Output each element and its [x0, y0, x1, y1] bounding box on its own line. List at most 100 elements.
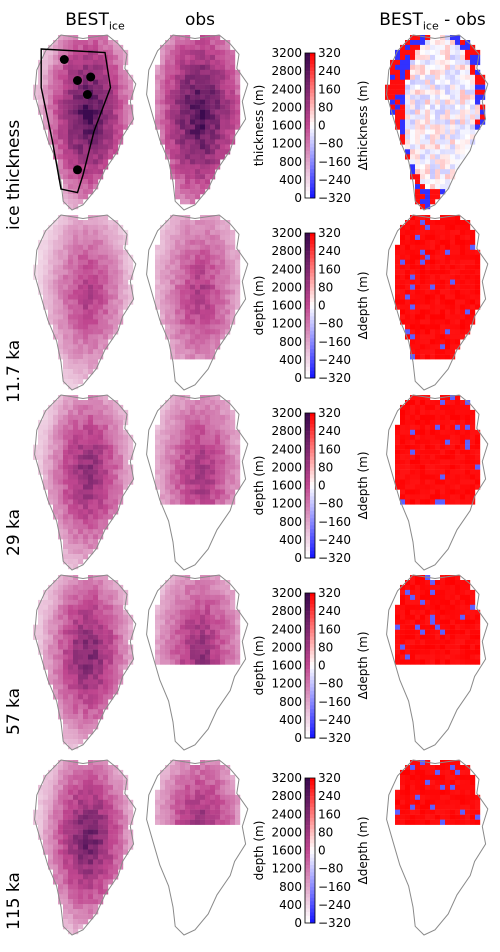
- map-cell: [68, 684, 74, 690]
- map-cell: [175, 119, 181, 125]
- map-cell: [200, 244, 206, 250]
- map-cell: [83, 554, 89, 560]
- map-cell: [425, 464, 431, 470]
- map-cell: [78, 719, 84, 725]
- map-cell: [190, 609, 196, 615]
- map-cell: [225, 464, 231, 470]
- colorbar-depth-segment: [305, 147, 310, 152]
- map-cell: [48, 464, 54, 470]
- map-cell: [48, 239, 54, 246]
- map-cell: [470, 489, 476, 495]
- map-cell: [200, 449, 206, 455]
- map-cell: [470, 449, 476, 455]
- map-cell: [103, 334, 109, 340]
- map-cell: [63, 40, 69, 46]
- map-cell: [450, 134, 456, 140]
- map-cell: [440, 184, 446, 190]
- map-cell: [440, 64, 446, 70]
- map-cell: [63, 144, 69, 150]
- map-cell: [108, 594, 114, 601]
- map-cell: [108, 429, 114, 435]
- map-cell: [93, 74, 99, 80]
- map-cell: [410, 274, 416, 280]
- map-cell: [210, 584, 216, 591]
- map-cell: [465, 229, 471, 236]
- colorbar-depth-segment: [305, 334, 310, 339]
- map-cell: [175, 124, 181, 130]
- colorbar-diff-segment: [310, 236, 315, 241]
- map-cell: [195, 89, 201, 95]
- map-cell: [165, 589, 171, 596]
- map-cell: [210, 354, 216, 360]
- map-cell: [210, 144, 216, 150]
- map-cell: [93, 654, 99, 660]
- map-cell: [195, 159, 201, 165]
- colorbar-depth-segment: [305, 452, 310, 457]
- map-cell: [58, 689, 64, 695]
- map-cell: [210, 324, 216, 330]
- map-cell: [118, 584, 124, 591]
- map-cell: [68, 654, 74, 660]
- map-cell: [38, 274, 44, 280]
- map-cell: [180, 119, 186, 125]
- map-cell: [465, 134, 471, 140]
- map-cell: [445, 254, 451, 260]
- map-cell: [205, 289, 211, 295]
- map-cell: [460, 64, 466, 70]
- map-cell: [180, 294, 186, 300]
- map-cell: [205, 334, 211, 340]
- map-cell: [53, 419, 59, 426]
- colorbar-depth-segment: [305, 60, 310, 65]
- map-cell: [93, 334, 99, 340]
- map-cell: [230, 614, 236, 620]
- map-cell: [180, 459, 186, 465]
- map-cell: [160, 234, 166, 241]
- map-cell: [43, 484, 49, 490]
- map-cell: [113, 469, 119, 475]
- map-cell: [58, 154, 64, 160]
- map-cell: [108, 439, 114, 445]
- map-cell: [195, 439, 201, 445]
- colorbar-depth-segment: [305, 485, 310, 490]
- map-cell: [38, 244, 44, 250]
- map-cell: [420, 459, 426, 465]
- colorbar-diff-segment: [310, 374, 315, 379]
- map-cell: [210, 484, 216, 490]
- colorbar-depth-segment: [305, 363, 310, 368]
- map-cell: [88, 649, 94, 655]
- map-obs: [146, 214, 249, 391]
- map-cell: [430, 454, 436, 460]
- map-cell: [88, 109, 94, 115]
- map-cell: [160, 104, 166, 110]
- map-cell: [160, 464, 166, 470]
- map-cell: [185, 584, 191, 591]
- map-cell: [98, 684, 104, 690]
- map-cell: [440, 129, 446, 135]
- map-cell: [83, 304, 89, 310]
- map-cell: [113, 474, 119, 480]
- map-cell: [78, 549, 84, 555]
- map-cell: [205, 134, 211, 140]
- map-cell: [230, 284, 236, 290]
- map-cell: [470, 69, 476, 75]
- map-cell: [420, 289, 426, 295]
- map-cell: [210, 215, 216, 221]
- map-cell: [410, 444, 416, 450]
- colorbar-diff-segment: [310, 194, 315, 199]
- map-cell: [63, 189, 69, 195]
- map-cell: [175, 344, 181, 350]
- map-cell: [160, 309, 166, 315]
- map-cell: [400, 109, 406, 115]
- map-cell: [48, 104, 54, 110]
- map-cell: [118, 674, 124, 680]
- map-cell: [83, 324, 89, 330]
- map-cell: [123, 294, 129, 300]
- colorbar-diff-segment: [310, 125, 315, 130]
- map-cell: [165, 244, 171, 250]
- map-cell: [160, 244, 166, 250]
- map-cell: [93, 724, 99, 730]
- map-cell: [235, 279, 241, 285]
- colorbar-depth-segment: [305, 96, 310, 101]
- map-cell: [68, 559, 74, 565]
- map-cell: [78, 379, 84, 385]
